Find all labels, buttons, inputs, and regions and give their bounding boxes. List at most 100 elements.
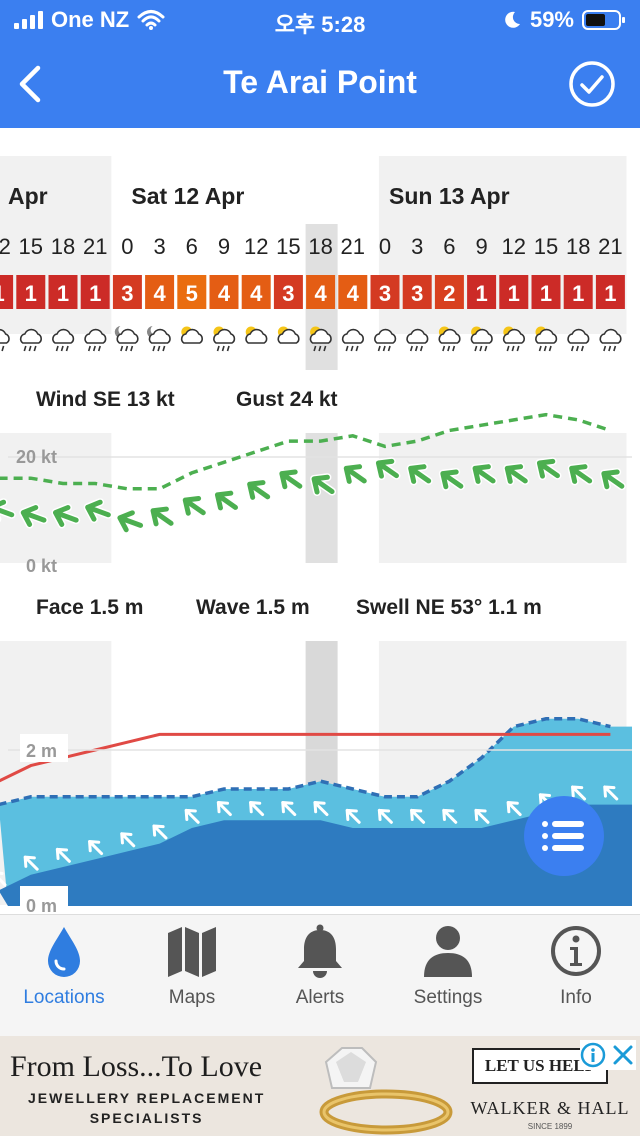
- rain-drop-icon: [87, 345, 91, 352]
- wind-arrow-stroke: [279, 469, 303, 490]
- ad-info-icon[interactable]: [580, 1042, 606, 1068]
- ad-choices[interactable]: [580, 1040, 636, 1070]
- rain-drop-icon: [613, 345, 617, 352]
- tab-settings[interactable]: Settings: [384, 923, 512, 1023]
- weather-sun-rain-icon: [213, 326, 236, 352]
- wind-arrow-icon: [374, 457, 401, 481]
- tab-info[interactable]: Info: [512, 923, 640, 1023]
- swell-arrow-icon: [506, 801, 522, 817]
- list-menu-button[interactable]: [524, 796, 604, 876]
- swell-arrow-stroke: [216, 801, 232, 817]
- cloud-icon: [567, 328, 590, 344]
- ad-banner[interactable]: From Loss...To Love JEWELLERY REPLACEMEN…: [0, 1036, 640, 1136]
- checkmark-circle-icon[interactable]: [568, 60, 616, 108]
- swell-arrow-stroke: [249, 801, 265, 817]
- swell-arrow-icon: [88, 840, 104, 856]
- hour-label: 0: [121, 234, 133, 259]
- wind-arrow-stroke: [569, 464, 593, 484]
- hour-label: 9: [218, 234, 230, 259]
- page-title: Te Arai Point: [223, 64, 417, 100]
- rating-cell: [467, 275, 497, 309]
- rating-cell: [177, 275, 207, 309]
- rain-drop-icon: [543, 345, 547, 352]
- rain-drop-icon: [419, 345, 423, 352]
- swell-arrow-stroke: [377, 808, 393, 824]
- wind-arrow-icon: [245, 478, 272, 502]
- tide-line: [0, 732, 611, 783]
- hour-label: 6: [186, 234, 198, 259]
- rain-drop-icon: [548, 345, 552, 352]
- weather-rain-icon: [0, 328, 10, 352]
- swell-arrow-stroke: [0, 871, 7, 887]
- wind-arrow-icon: [471, 462, 498, 486]
- tab-locations[interactable]: Locations: [0, 923, 128, 1023]
- rain-drop-icon: [130, 345, 134, 352]
- gust-line: [0, 412, 611, 491]
- rain-drop-icon: [97, 345, 101, 352]
- moon-icon: [505, 11, 520, 28]
- rain-drop-icon: [355, 345, 359, 352]
- rating-value: 2: [443, 281, 455, 306]
- wind-arrow-icon: [83, 498, 113, 524]
- wind-arrow-stroke: [150, 506, 174, 527]
- swell-arrow-icon: [571, 785, 587, 801]
- hour-label: 21: [341, 234, 365, 259]
- wind-arrow-stroke: [408, 464, 432, 484]
- rating-cell: [434, 275, 464, 309]
- swell-arrow-icon: [152, 824, 168, 840]
- rain-drop-icon: [152, 345, 156, 352]
- rain-drop-icon: [162, 345, 166, 352]
- wind-arrow-icon: [535, 457, 562, 481]
- swell-arrow-stroke: [120, 832, 136, 848]
- tab-alerts[interactable]: Alerts: [256, 923, 384, 1023]
- swell-arrow-stroke: [313, 801, 329, 817]
- wave-axis-label: 2 m: [26, 741, 57, 761]
- wind-arrow-stroke: [182, 495, 206, 516]
- cloud-icon: [599, 328, 622, 344]
- ad-close-icon[interactable]: [610, 1042, 636, 1068]
- rain-drop-icon: [479, 345, 483, 352]
- rating-value: 4: [153, 281, 166, 306]
- wind-arrow-icon: [115, 508, 145, 534]
- info-icon: [551, 926, 601, 976]
- wave-axis-label: 0 m: [26, 896, 57, 914]
- day-label: Sun 13 Apr: [389, 183, 510, 209]
- rain-drop-icon: [442, 345, 446, 352]
- rating-value: 1: [57, 281, 69, 306]
- ad-subline-2: SPECIALISTS: [89, 1110, 204, 1126]
- back-chevron-icon[interactable]: [12, 62, 52, 106]
- swell-arrow-stroke: [281, 801, 297, 817]
- wind-arrow-stroke: [117, 510, 144, 533]
- rating-value: 4: [218, 281, 231, 306]
- wind-arrow-icon: [19, 503, 48, 529]
- wind-arrow-stroke: [214, 490, 238, 511]
- status-right: 59%: [502, 7, 626, 33]
- wind-arrow-stroke: [440, 469, 464, 490]
- hour-label: 6: [443, 234, 455, 259]
- nav-bar: Te Arai Point: [0, 40, 640, 128]
- rain-drop-icon: [323, 345, 327, 352]
- hour-label: 18: [566, 234, 590, 259]
- ad-headline: From Loss...To Love: [10, 1050, 263, 1083]
- battery-percent: 59%: [529, 7, 574, 32]
- rain-drop-icon: [538, 345, 542, 352]
- list-bullet-icon: [542, 845, 548, 851]
- list-bullet-icon: [542, 833, 548, 839]
- legend-face: Face 1.5 m: [36, 596, 144, 619]
- swell-arrow-icon: [603, 785, 619, 801]
- rating-cell: [402, 275, 432, 309]
- tab-maps[interactable]: Maps: [128, 923, 256, 1023]
- rating-cell: [595, 275, 625, 309]
- swell-arrow-stroke: [88, 840, 104, 856]
- tab-bar: Locations Maps Alerts Settings Info: [0, 914, 640, 1036]
- weather-sun-rain-icon: [470, 326, 493, 352]
- swell-arrow-stroke: [571, 785, 587, 801]
- hour-label: 18: [308, 234, 332, 259]
- face-line: [0, 717, 611, 807]
- wind-arrow-icon: [213, 489, 240, 512]
- rating-cell: [80, 275, 110, 309]
- cloud-icon: [52, 328, 75, 344]
- day-band: [378, 433, 627, 563]
